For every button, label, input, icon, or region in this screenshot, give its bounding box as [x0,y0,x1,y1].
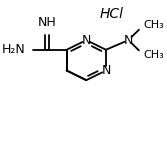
Text: HCl: HCl [100,7,124,21]
Text: NH: NH [38,16,56,29]
Text: H₂N: H₂N [2,43,26,56]
Text: N: N [124,34,133,47]
Text: CH₃: CH₃ [144,20,165,30]
Text: CH₃: CH₃ [144,50,165,60]
Text: N: N [82,34,91,47]
Text: N: N [101,64,111,77]
